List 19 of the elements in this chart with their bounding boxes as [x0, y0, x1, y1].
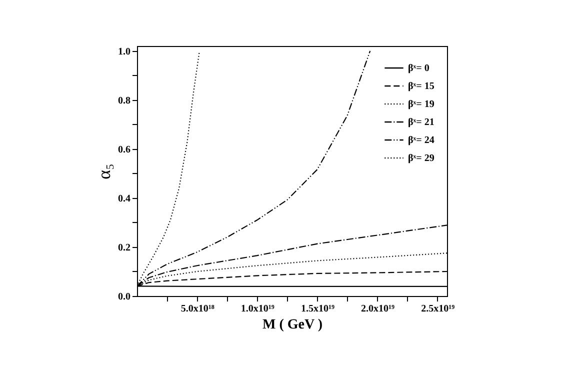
legend-label: βˣ= 21 [408, 117, 434, 128]
legend-label: βˣ= 24 [408, 135, 434, 146]
x-axis-title: M ( GeV ) [262, 318, 323, 332]
x-tick-label: 1.5x10¹⁹ [300, 304, 334, 314]
y-axis-title: α₅ [94, 164, 114, 180]
x-tick-label: 1.0x10¹⁹ [240, 304, 274, 314]
y-tick-label: 0.2 [118, 242, 130, 254]
x-tick-label: 5.0x10¹⁸ [180, 304, 214, 314]
y-tick-label: 0.0 [118, 292, 130, 302]
y-tick-label: 0.4 [118, 193, 130, 204]
legend-label: βˣ= 15 [408, 81, 434, 92]
y-tick-label: 0.8 [118, 95, 130, 106]
x-tick-label: 2.5x10¹⁹ [421, 304, 455, 314]
y-tick-label: 0.6 [118, 144, 130, 156]
legend-label: βˣ= 0 [408, 63, 430, 74]
x-tick-label: 2.0x10¹⁹ [361, 304, 395, 314]
legend-label: βˣ= 29 [408, 153, 434, 164]
y-tick-label: 1.0 [118, 46, 130, 58]
legend-label: βˣ= 19 [408, 99, 434, 110]
